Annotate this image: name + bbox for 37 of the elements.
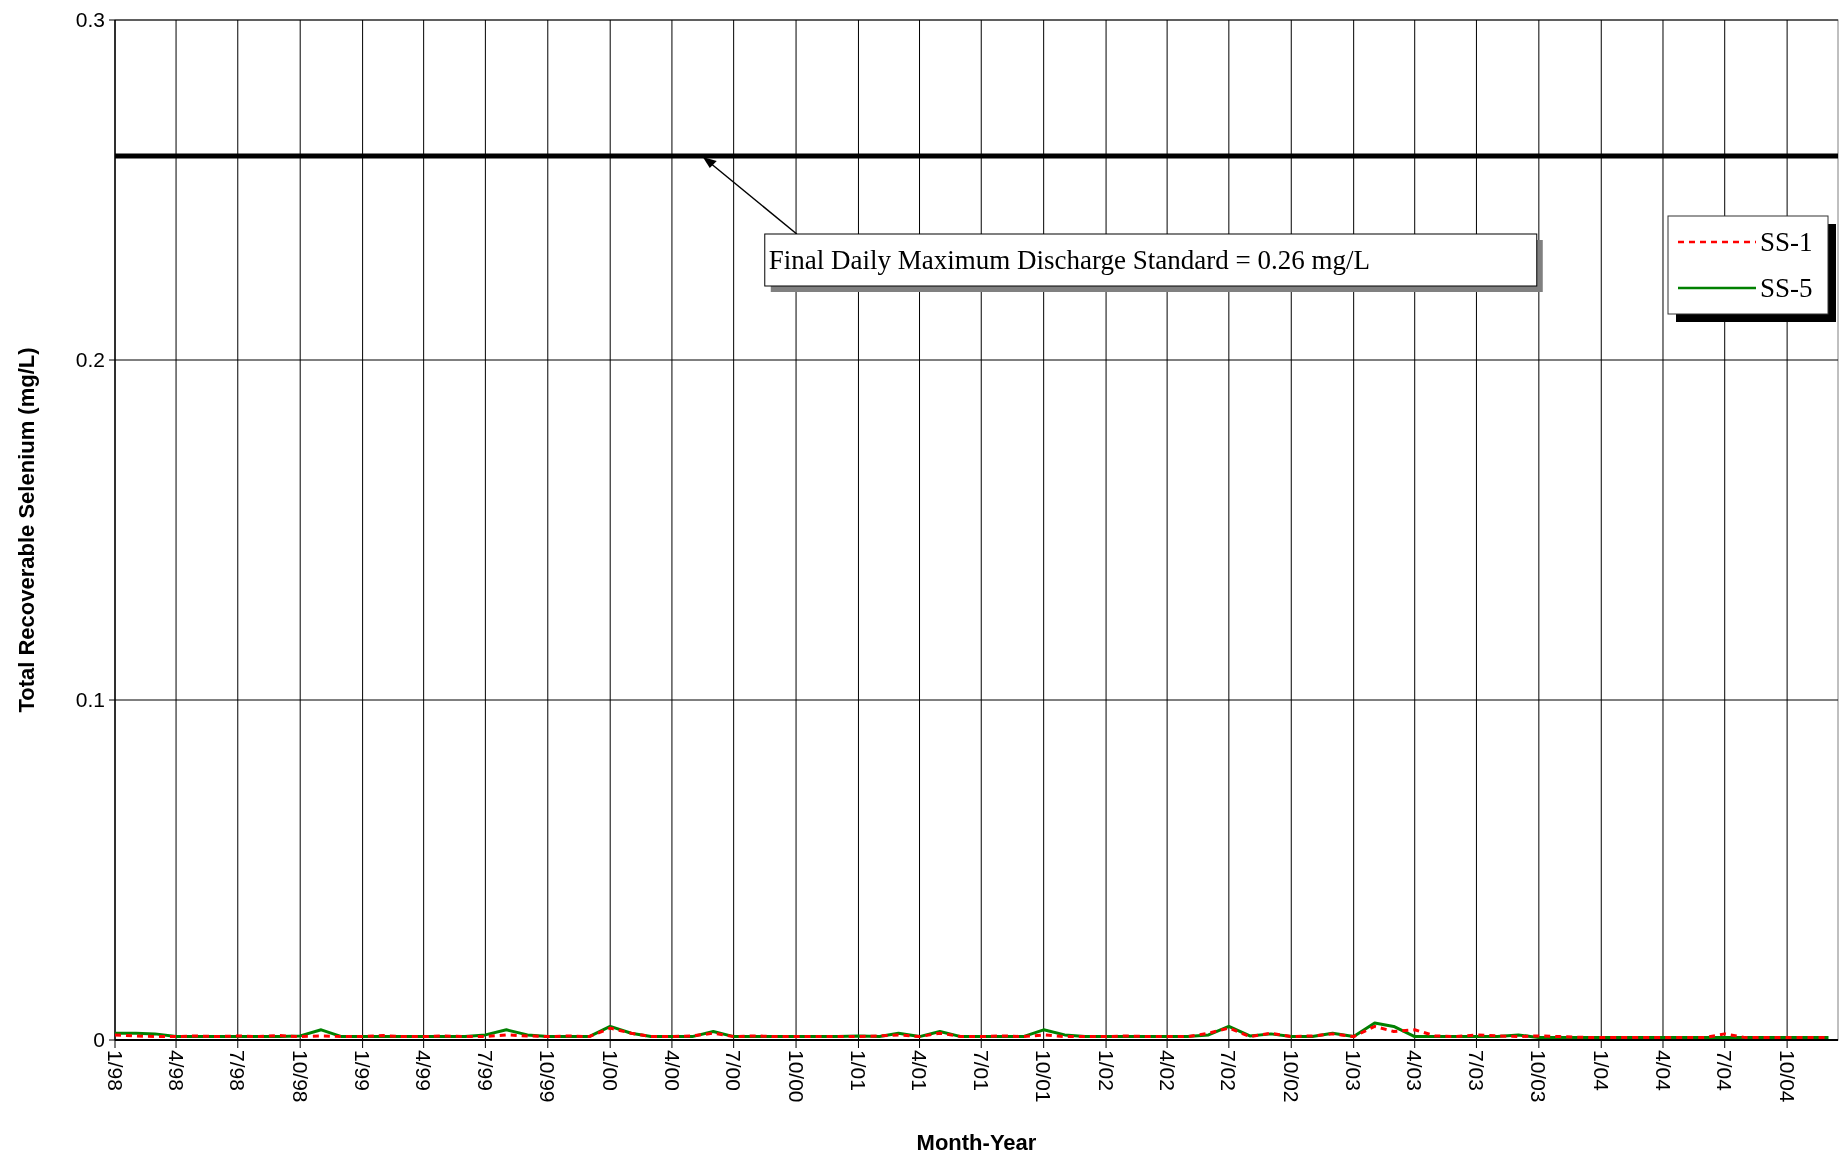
x-tick-label: 1/99 [351, 1050, 375, 1091]
y-tick-label: 0.3 [75, 8, 105, 32]
x-tick-label: 1/04 [1589, 1050, 1613, 1092]
x-tick-label: 4/01 [908, 1050, 932, 1091]
y-tick-label: 0 [93, 1028, 105, 1052]
x-tick-label: 10/03 [1527, 1050, 1551, 1103]
x-tick-label: 4/02 [1155, 1050, 1179, 1091]
annotation: Final Daily Maximum Discharge Standard = 0.26 mg/L [768, 245, 1370, 276]
x-tick-label: 10/98 [288, 1050, 312, 1103]
x-tick-label: 10/02 [1279, 1050, 1303, 1103]
x-tick-label: 7/01 [969, 1050, 993, 1091]
y-tick-label: 0.1 [75, 688, 105, 712]
x-tick-label: 4/04 [1651, 1050, 1675, 1092]
x-tick-label: 7/98 [226, 1050, 250, 1091]
legend-label: SS-1 [1760, 227, 1813, 258]
x-tick-label: 1/98 [103, 1050, 127, 1091]
x-tick-label: 4/98 [164, 1050, 188, 1091]
x-tick-label: 10/99 [536, 1050, 560, 1103]
x-tick-label: 4/00 [660, 1050, 684, 1091]
x-tick-label: 1/00 [598, 1050, 622, 1091]
y-axis-title: Total Recoverable Selenium (mg/L) [14, 347, 39, 713]
x-tick-label: 10/04 [1775, 1050, 1799, 1103]
x-tick-label: 7/03 [1465, 1050, 1489, 1091]
x-tick-label: 10/01 [1032, 1050, 1056, 1103]
x-axis-title: Month-Year [916, 1130, 1037, 1155]
x-tick-label: 1/03 [1342, 1050, 1366, 1091]
x-tick-label: 1/01 [847, 1050, 871, 1091]
x-tick-label: 4/03 [1403, 1050, 1427, 1091]
x-tick-label: 4/99 [412, 1050, 436, 1091]
y-tick-label: 0.2 [75, 348, 105, 372]
x-tick-label: 7/02 [1217, 1050, 1241, 1091]
legend-label: SS-5 [1760, 273, 1813, 304]
x-tick-label: 7/00 [722, 1050, 746, 1091]
x-tick-label: 7/04 [1713, 1050, 1737, 1092]
x-tick-label: 7/99 [474, 1050, 498, 1091]
x-tick-label: 10/00 [784, 1050, 808, 1103]
x-tick-label: 1/02 [1094, 1050, 1118, 1091]
